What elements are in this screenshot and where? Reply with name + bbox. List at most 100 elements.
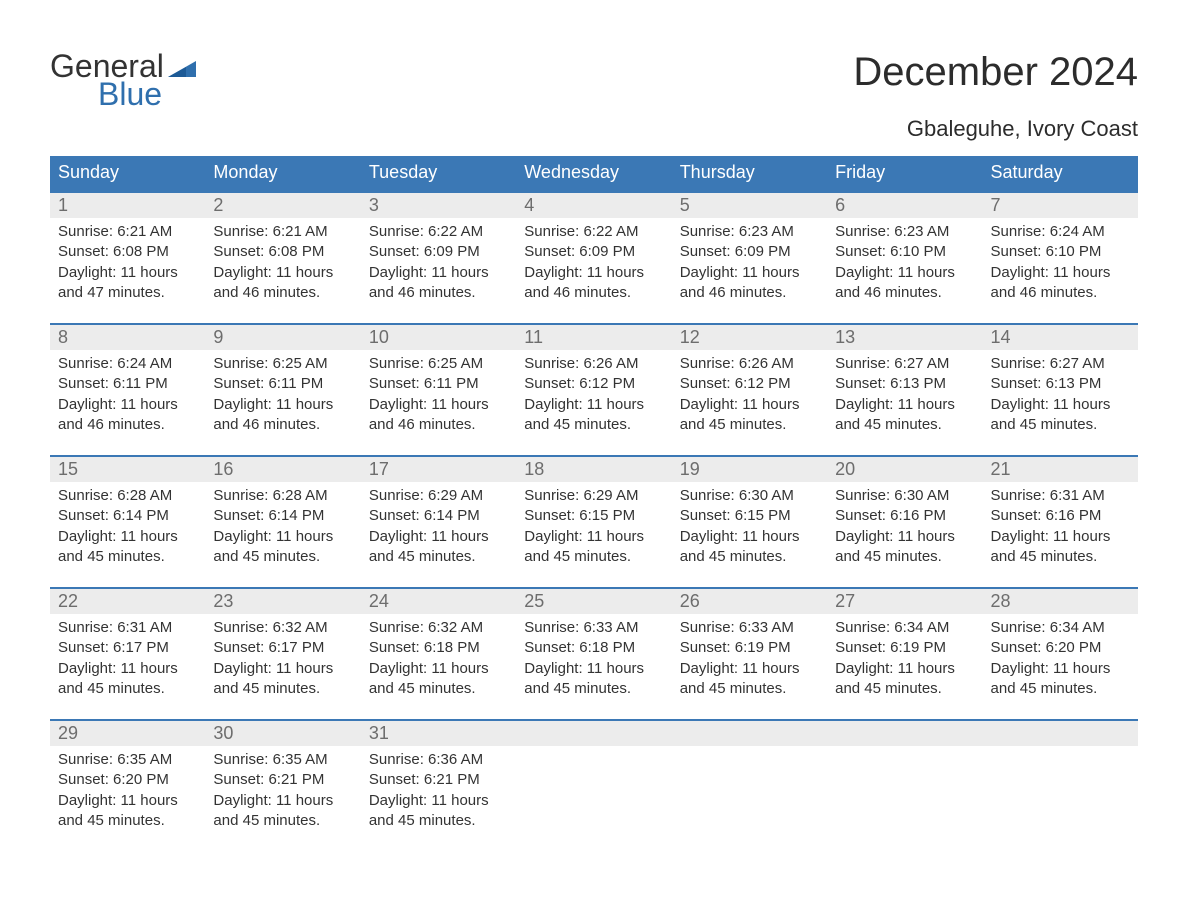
daylight-line: Daylight: 11 hours and 46 minutes. (524, 263, 663, 304)
day-cell: Sunrise: 6:22 AMSunset: 6:09 PMDaylight:… (516, 218, 671, 309)
sunset-line: Sunset: 6:14 PM (213, 506, 352, 526)
day-of-week-header: SundayMondayTuesdayWednesdayThursdayFrid… (50, 156, 1138, 191)
day-cell: Sunrise: 6:30 AMSunset: 6:16 PMDaylight:… (827, 482, 982, 573)
day-cell: Sunrise: 6:27 AMSunset: 6:13 PMDaylight:… (983, 350, 1138, 441)
day-cell: Sunrise: 6:24 AMSunset: 6:10 PMDaylight:… (983, 218, 1138, 309)
sunrise-line: Sunrise: 6:35 AM (213, 750, 352, 770)
sunrise-line: Sunrise: 6:31 AM (991, 486, 1130, 506)
sunrise-line: Sunrise: 6:35 AM (58, 750, 197, 770)
day-number: 9 (205, 325, 360, 350)
page-header: General Blue December 2024 (50, 50, 1138, 110)
day-of-week-cell: Tuesday (361, 156, 516, 191)
daylight-line: Daylight: 11 hours and 45 minutes. (991, 659, 1130, 700)
sunrise-line: Sunrise: 6:23 AM (835, 222, 974, 242)
sunrise-line: Sunrise: 6:34 AM (991, 618, 1130, 638)
sunset-line: Sunset: 6:15 PM (680, 506, 819, 526)
sunset-line: Sunset: 6:09 PM (524, 242, 663, 262)
sunset-line: Sunset: 6:09 PM (369, 242, 508, 262)
daylight-line: Daylight: 11 hours and 45 minutes. (213, 791, 352, 832)
day-number-row: 22232425262728 (50, 589, 1138, 614)
calendar-week: 15161718192021Sunrise: 6:28 AMSunset: 6:… (50, 455, 1138, 573)
day-cell: Sunrise: 6:29 AMSunset: 6:14 PMDaylight:… (361, 482, 516, 573)
location-text: Gbaleguhe, Ivory Coast (50, 116, 1138, 142)
sunset-line: Sunset: 6:09 PM (680, 242, 819, 262)
sunset-line: Sunset: 6:12 PM (524, 374, 663, 394)
sunset-line: Sunset: 6:17 PM (58, 638, 197, 658)
sunrise-line: Sunrise: 6:24 AM (991, 222, 1130, 242)
day-cell: Sunrise: 6:29 AMSunset: 6:15 PMDaylight:… (516, 482, 671, 573)
sunrise-line: Sunrise: 6:26 AM (524, 354, 663, 374)
day-number-row: 293031 (50, 721, 1138, 746)
day-number: 26 (672, 589, 827, 614)
day-cell: Sunrise: 6:24 AMSunset: 6:11 PMDaylight:… (50, 350, 205, 441)
daylight-line: Daylight: 11 hours and 46 minutes. (369, 395, 508, 436)
day-number: 5 (672, 193, 827, 218)
sunset-line: Sunset: 6:11 PM (58, 374, 197, 394)
sunset-line: Sunset: 6:21 PM (369, 770, 508, 790)
brand-word-blue: Blue (98, 78, 196, 110)
page-title: December 2024 (853, 50, 1138, 95)
day-number: 8 (50, 325, 205, 350)
day-number: 7 (983, 193, 1138, 218)
day-cell: Sunrise: 6:22 AMSunset: 6:09 PMDaylight:… (361, 218, 516, 309)
daylight-line: Daylight: 11 hours and 45 minutes. (524, 395, 663, 436)
sunset-line: Sunset: 6:13 PM (835, 374, 974, 394)
daylight-line: Daylight: 11 hours and 45 minutes. (680, 527, 819, 568)
daylight-line: Daylight: 11 hours and 46 minutes. (680, 263, 819, 304)
sunrise-line: Sunrise: 6:33 AM (524, 618, 663, 638)
day-of-week-cell: Saturday (983, 156, 1138, 191)
day-number: 3 (361, 193, 516, 218)
sunset-line: Sunset: 6:08 PM (213, 242, 352, 262)
sunrise-line: Sunrise: 6:22 AM (369, 222, 508, 242)
day-cell: Sunrise: 6:28 AMSunset: 6:14 PMDaylight:… (205, 482, 360, 573)
sunset-line: Sunset: 6:21 PM (213, 770, 352, 790)
sunset-line: Sunset: 6:14 PM (58, 506, 197, 526)
day-cell: Sunrise: 6:21 AMSunset: 6:08 PMDaylight:… (50, 218, 205, 309)
day-number: 20 (827, 457, 982, 482)
day-number-row: 1234567 (50, 193, 1138, 218)
sunrise-line: Sunrise: 6:28 AM (213, 486, 352, 506)
day-number (672, 721, 827, 746)
day-number: 30 (205, 721, 360, 746)
sunset-line: Sunset: 6:14 PM (369, 506, 508, 526)
sunrise-line: Sunrise: 6:29 AM (524, 486, 663, 506)
day-cell: Sunrise: 6:30 AMSunset: 6:15 PMDaylight:… (672, 482, 827, 573)
day-content-row: Sunrise: 6:24 AMSunset: 6:11 PMDaylight:… (50, 350, 1138, 441)
day-number: 23 (205, 589, 360, 614)
day-number: 2 (205, 193, 360, 218)
day-number: 28 (983, 589, 1138, 614)
day-cell: Sunrise: 6:36 AMSunset: 6:21 PMDaylight:… (361, 746, 516, 837)
day-cell: Sunrise: 6:35 AMSunset: 6:20 PMDaylight:… (50, 746, 205, 837)
daylight-line: Daylight: 11 hours and 45 minutes. (991, 395, 1130, 436)
calendar-week: 1234567Sunrise: 6:21 AMSunset: 6:08 PMDa… (50, 191, 1138, 309)
daylight-line: Daylight: 11 hours and 45 minutes. (835, 395, 974, 436)
day-cell: Sunrise: 6:33 AMSunset: 6:18 PMDaylight:… (516, 614, 671, 705)
day-number: 11 (516, 325, 671, 350)
sunrise-line: Sunrise: 6:32 AM (213, 618, 352, 638)
day-number (983, 721, 1138, 746)
day-number-row: 891011121314 (50, 325, 1138, 350)
sunrise-line: Sunrise: 6:21 AM (213, 222, 352, 242)
sunset-line: Sunset: 6:10 PM (835, 242, 974, 262)
day-number: 13 (827, 325, 982, 350)
day-number: 29 (50, 721, 205, 746)
sunset-line: Sunset: 6:18 PM (524, 638, 663, 658)
day-number: 14 (983, 325, 1138, 350)
day-number (516, 721, 671, 746)
daylight-line: Daylight: 11 hours and 45 minutes. (680, 659, 819, 700)
sunrise-line: Sunrise: 6:30 AM (835, 486, 974, 506)
day-number: 10 (361, 325, 516, 350)
daylight-line: Daylight: 11 hours and 46 minutes. (58, 395, 197, 436)
daylight-line: Daylight: 11 hours and 45 minutes. (524, 527, 663, 568)
sunset-line: Sunset: 6:19 PM (680, 638, 819, 658)
daylight-line: Daylight: 11 hours and 45 minutes. (369, 659, 508, 700)
day-number: 15 (50, 457, 205, 482)
daylight-line: Daylight: 11 hours and 45 minutes. (58, 527, 197, 568)
sunset-line: Sunset: 6:11 PM (369, 374, 508, 394)
sunset-line: Sunset: 6:08 PM (58, 242, 197, 262)
sunset-line: Sunset: 6:16 PM (991, 506, 1130, 526)
day-number: 4 (516, 193, 671, 218)
sunrise-line: Sunrise: 6:32 AM (369, 618, 508, 638)
day-cell: Sunrise: 6:32 AMSunset: 6:17 PMDaylight:… (205, 614, 360, 705)
sunset-line: Sunset: 6:13 PM (991, 374, 1130, 394)
